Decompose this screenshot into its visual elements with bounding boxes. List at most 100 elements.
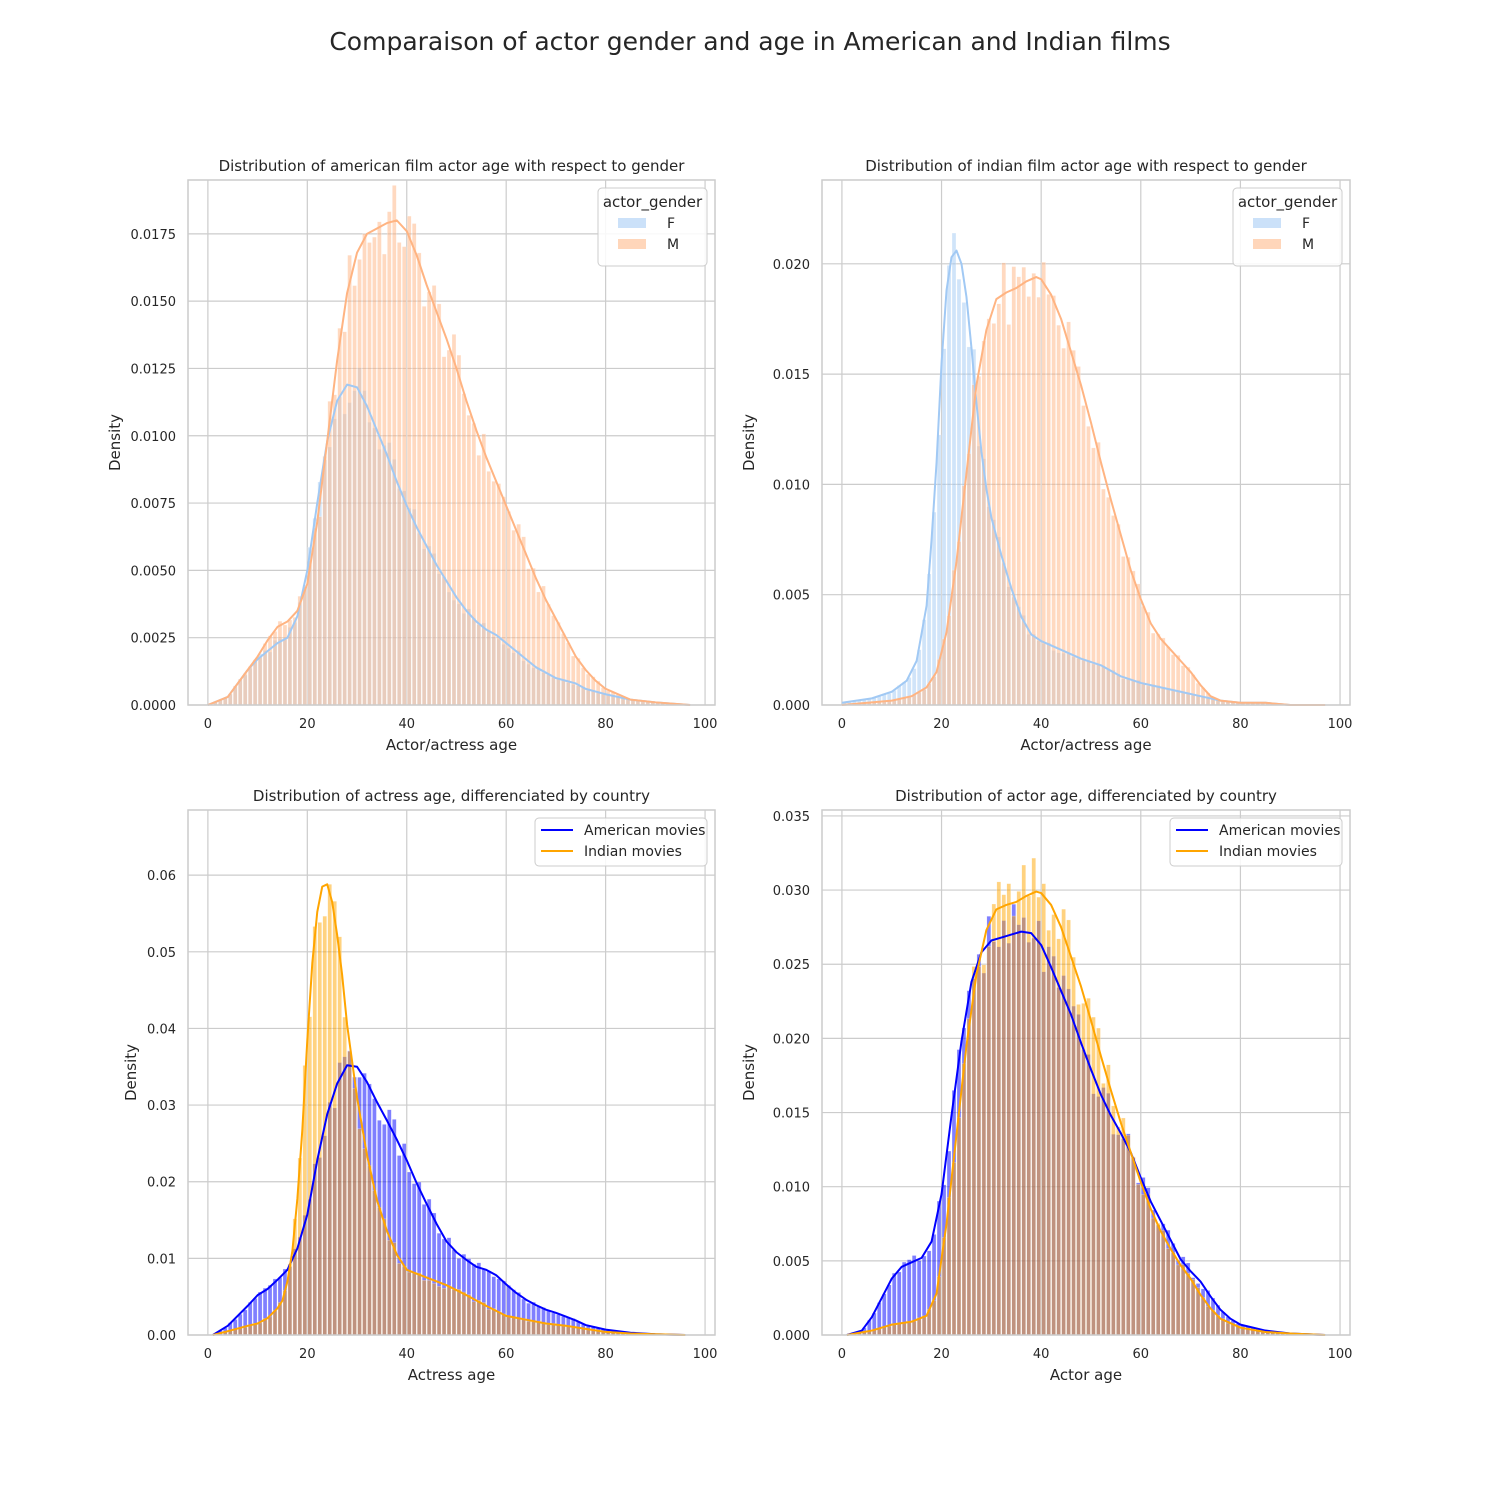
histogram-bars: [213, 884, 675, 1336]
histogram-bar-m: [566, 642, 571, 706]
legend: actor_gender FM: [597, 187, 708, 267]
histogram-bar-m: [546, 604, 551, 706]
histogram-bar-indian-movies: [441, 1287, 447, 1336]
histogram-bar-m: [456, 354, 462, 706]
histogram-bar-m: [1076, 366, 1081, 706]
y-tick-label: 0.000: [773, 1329, 810, 1344]
histogram-bar-indian-movies: [1225, 1322, 1231, 1336]
y-axis-label: Density: [106, 414, 124, 471]
axes-frame: [187, 179, 716, 706]
histogram-bar-indian-movies: [1086, 997, 1091, 1336]
histogram-bar-indian-movies: [1165, 1248, 1171, 1336]
histogram-bar-indian-movies: [1061, 908, 1066, 1336]
histogram-bar-indian-movies: [976, 966, 982, 1336]
histogram-bar-indian-movies: [342, 1016, 347, 1336]
axes-frame: [821, 809, 1351, 1336]
x-tick-label: 60: [498, 717, 515, 732]
histogram-bar-indian-movies: [511, 1317, 516, 1336]
histogram-bar-indian-movies: [961, 1063, 967, 1336]
x-axis-label: Actress age: [408, 1366, 496, 1384]
subplot-2: 0 20 40 60 80 100 0.000 0.005 0.010 0.015 0.020 Dis…: [740, 157, 1352, 754]
y-tick-label: 0.010: [773, 478, 810, 493]
histogram-bar-m: [252, 659, 258, 706]
density-curve-m: [841, 276, 1326, 706]
histogram-bar-m: [322, 456, 327, 706]
subplot-title: Distribution of actor age, differenciate…: [895, 787, 1277, 805]
histogram-bar-m: [1165, 646, 1171, 706]
y-tick-label: 0.015: [773, 1107, 810, 1122]
y-tick-label: 0.03: [147, 1099, 176, 1114]
histogram-bar-indian-movies: [1096, 1027, 1101, 1336]
x-tick-label: 20: [299, 1347, 316, 1362]
density-curve-f: [207, 383, 691, 706]
histogram-bar-indian-movies: [1076, 1004, 1081, 1336]
histogram-bar-m: [1041, 261, 1046, 706]
legend-label: American movies: [584, 823, 705, 839]
histogram-bar-m: [1141, 606, 1146, 706]
histogram-bar-indian-movies: [1116, 1126, 1121, 1336]
subplot-title: Distribution of indian film actor age wi…: [865, 157, 1307, 175]
histogram-bar-indian-movies: [981, 964, 987, 1336]
legend: American movies Indian movies: [1169, 817, 1343, 867]
histogram-bar-indian-movies: [461, 1291, 467, 1336]
histogram-bar-indian-movies: [956, 1117, 962, 1336]
y-tick-label: 0.0100: [131, 430, 177, 445]
histogram-bar-indian-movies: [1200, 1297, 1206, 1336]
histogram-bar-indian-movies: [397, 1263, 402, 1336]
histogram-bar-m: [556, 622, 561, 706]
histogram-bar-m: [1185, 666, 1191, 706]
histogram-bar-indian-movies: [546, 1324, 551, 1336]
histogram-bar-m: [1190, 674, 1196, 706]
histogram-bar-indian-movies: [986, 946, 992, 1336]
histogram-bar-indian-movies: [931, 1300, 937, 1336]
axes-frame: [187, 809, 716, 1336]
histogram-bar-m: [471, 423, 477, 706]
histogram-bar-m: [446, 349, 452, 706]
histogram-bar-m: [347, 254, 352, 706]
histogram-bar-indian-movies: [451, 1289, 457, 1336]
y-tick-label: 0.06: [147, 869, 176, 884]
y-tick-label: 0.02: [147, 1176, 176, 1191]
subplot-title: Distribution of american film actor age …: [219, 157, 686, 175]
histogram-bar-m: [1021, 266, 1026, 706]
histogram-bar-indian-movies: [571, 1327, 576, 1336]
histogram-bar-indian-movies: [387, 1240, 392, 1336]
histogram-bar-indian-movies: [317, 922, 322, 1336]
histogram-bar-m: [476, 455, 482, 706]
histogram-bar-m: [332, 394, 337, 706]
legend: American movies Indian movies: [534, 817, 708, 867]
histogram-bar-m: [1195, 682, 1201, 706]
histogram-bar-indian-movies: [466, 1294, 472, 1336]
histogram-bar-indian-movies: [357, 1128, 362, 1336]
histogram-bar-m: [1175, 655, 1181, 706]
histogram-bar-m: [1136, 583, 1141, 706]
histogram-bar-indian-movies: [971, 966, 977, 1336]
histogram-bar-indian-movies: [471, 1301, 477, 1336]
subplot-3: 0 20 40 60 80 100 0.00 0.01 0.02 0.03 0.04 0.05 0.06…: [122, 787, 717, 1384]
histogram-bar-m: [1001, 262, 1007, 706]
x-axis-label: Actor/actress age: [1020, 736, 1151, 754]
density-curve-indian-movies: [846, 890, 1326, 1336]
y-tick-label: 0.01: [147, 1252, 176, 1267]
histogram-bar-indian-movies: [1031, 857, 1036, 1336]
histogram-bar-m: [966, 453, 972, 706]
x-tick-label: 40: [398, 1347, 415, 1362]
histogram-bar-m: [257, 656, 263, 706]
y-tick-label: 0.00: [147, 1329, 176, 1344]
x-tick-label: 60: [498, 1347, 515, 1362]
x-tick-label: 0: [838, 1347, 846, 1362]
histogram-bar-indian-movies: [1141, 1194, 1146, 1336]
x-tick-label: 0: [204, 717, 212, 732]
histogram-bar-indian-movies: [1121, 1117, 1126, 1336]
y-tick-label: 0.005: [773, 589, 810, 604]
histogram-bar-m: [571, 655, 576, 706]
histogram-bar-indian-movies: [491, 1308, 496, 1336]
histogram-bar-indian-movies: [332, 901, 337, 1336]
histogram-bar-m: [561, 633, 566, 706]
histogram-bar-m: [392, 185, 397, 706]
histogram-bar-m: [921, 689, 927, 706]
y-tick-label: 0.04: [147, 1022, 176, 1037]
histogram-bar-m: [541, 585, 546, 706]
histogram-bar-indian-movies: [1175, 1264, 1181, 1336]
